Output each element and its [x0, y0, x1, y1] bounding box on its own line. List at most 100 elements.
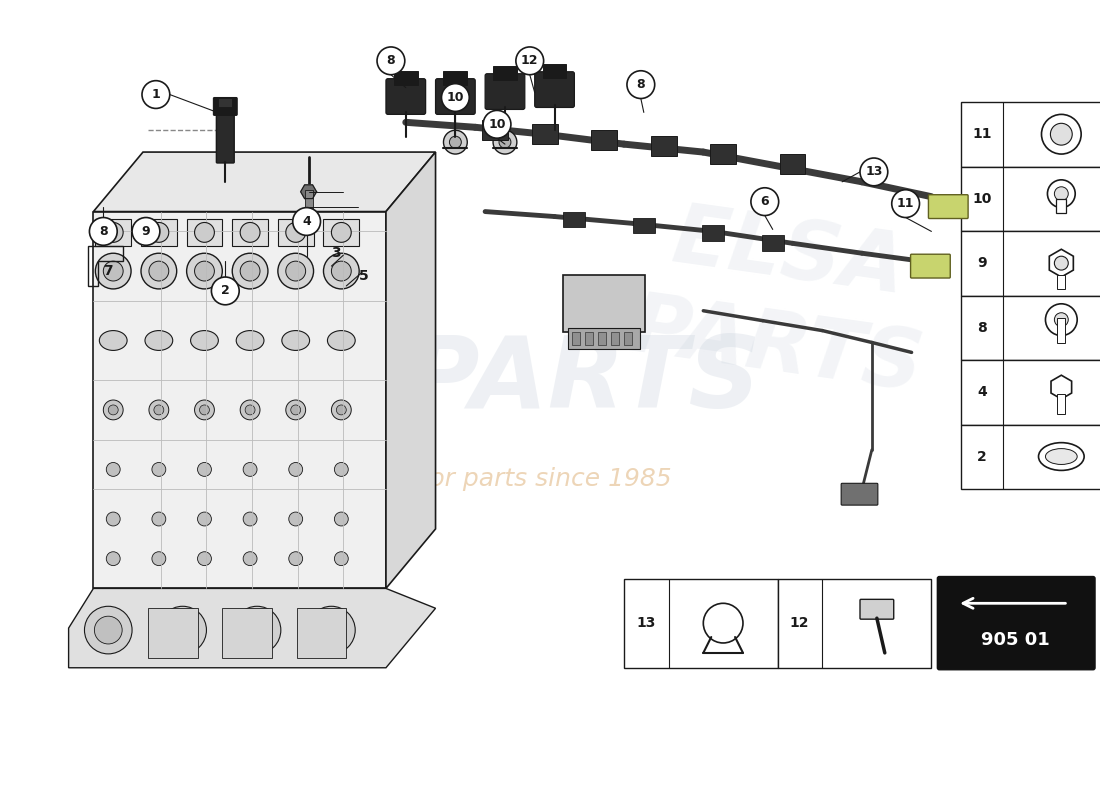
Circle shape: [233, 606, 280, 654]
Circle shape: [240, 400, 260, 420]
FancyBboxPatch shape: [535, 72, 574, 107]
FancyBboxPatch shape: [563, 211, 585, 227]
Circle shape: [334, 552, 349, 566]
Text: 9: 9: [977, 256, 987, 270]
Text: 5: 5: [360, 269, 368, 283]
FancyBboxPatch shape: [394, 70, 418, 85]
Bar: [96, 218, 131, 246]
Text: 2: 2: [977, 450, 987, 463]
Circle shape: [85, 606, 132, 654]
Text: 1: 1: [152, 88, 161, 101]
Circle shape: [441, 84, 470, 111]
Circle shape: [1055, 313, 1068, 326]
Circle shape: [443, 130, 468, 154]
Circle shape: [154, 405, 164, 415]
Bar: [147, 608, 198, 658]
Bar: [323, 218, 360, 246]
Circle shape: [1050, 123, 1072, 145]
Text: 11: 11: [972, 127, 992, 142]
Circle shape: [331, 400, 351, 420]
Polygon shape: [300, 185, 317, 198]
Text: ELSA
PARTS: ELSA PARTS: [624, 194, 942, 408]
Circle shape: [168, 616, 197, 644]
Circle shape: [308, 606, 355, 654]
Circle shape: [152, 512, 166, 526]
Circle shape: [289, 462, 302, 476]
Circle shape: [860, 158, 888, 186]
Bar: [305, 190, 312, 219]
Polygon shape: [94, 211, 386, 589]
Circle shape: [751, 188, 779, 215]
Ellipse shape: [1038, 442, 1085, 470]
Circle shape: [232, 254, 268, 289]
Circle shape: [199, 405, 209, 415]
Circle shape: [377, 47, 405, 74]
Circle shape: [141, 254, 177, 289]
Bar: [961, 102, 1100, 167]
Ellipse shape: [99, 330, 128, 350]
Circle shape: [158, 606, 207, 654]
Bar: [961, 231, 1100, 296]
FancyBboxPatch shape: [531, 124, 558, 144]
Bar: [572, 331, 581, 346]
Circle shape: [103, 261, 123, 281]
Text: 2: 2: [221, 285, 230, 298]
Text: 10: 10: [488, 118, 506, 130]
Bar: [778, 578, 932, 668]
Bar: [624, 578, 778, 668]
FancyBboxPatch shape: [485, 74, 525, 110]
Circle shape: [107, 462, 120, 476]
Polygon shape: [94, 152, 436, 211]
FancyBboxPatch shape: [762, 235, 783, 251]
Circle shape: [243, 616, 271, 644]
Circle shape: [289, 512, 302, 526]
Circle shape: [1055, 186, 1068, 201]
Text: 13: 13: [866, 166, 882, 178]
Circle shape: [195, 400, 214, 420]
Circle shape: [245, 405, 255, 415]
FancyBboxPatch shape: [860, 599, 893, 619]
Circle shape: [334, 512, 349, 526]
Circle shape: [142, 81, 169, 109]
Polygon shape: [1049, 250, 1074, 277]
Text: 13: 13: [636, 616, 656, 630]
Ellipse shape: [282, 330, 309, 350]
Circle shape: [107, 552, 120, 566]
Text: 8: 8: [99, 225, 108, 238]
Text: 4: 4: [977, 385, 987, 399]
Circle shape: [1042, 114, 1081, 154]
Text: 8: 8: [977, 321, 987, 334]
Bar: [187, 218, 222, 246]
Circle shape: [278, 254, 314, 289]
Circle shape: [499, 136, 510, 148]
Text: 10: 10: [972, 192, 992, 206]
Circle shape: [95, 616, 122, 644]
Circle shape: [96, 254, 131, 289]
FancyBboxPatch shape: [569, 328, 640, 350]
FancyBboxPatch shape: [842, 483, 878, 505]
Circle shape: [148, 222, 168, 242]
Circle shape: [331, 261, 351, 281]
Text: 8: 8: [386, 54, 395, 67]
Circle shape: [290, 405, 300, 415]
Circle shape: [243, 552, 257, 566]
Circle shape: [286, 261, 306, 281]
Circle shape: [493, 130, 517, 154]
Circle shape: [1055, 256, 1068, 270]
Circle shape: [195, 261, 214, 281]
Circle shape: [289, 552, 302, 566]
Text: 7: 7: [103, 264, 113, 278]
Bar: [612, 331, 619, 346]
Circle shape: [703, 603, 742, 643]
Circle shape: [132, 218, 160, 246]
Bar: [278, 218, 314, 246]
FancyBboxPatch shape: [711, 144, 736, 164]
Circle shape: [103, 222, 123, 242]
Text: 9: 9: [142, 225, 151, 238]
Text: 905 01: 905 01: [981, 631, 1050, 649]
Text: 12: 12: [521, 54, 539, 67]
Bar: [141, 218, 177, 246]
Ellipse shape: [190, 330, 219, 350]
FancyBboxPatch shape: [213, 98, 238, 115]
Polygon shape: [386, 152, 436, 589]
